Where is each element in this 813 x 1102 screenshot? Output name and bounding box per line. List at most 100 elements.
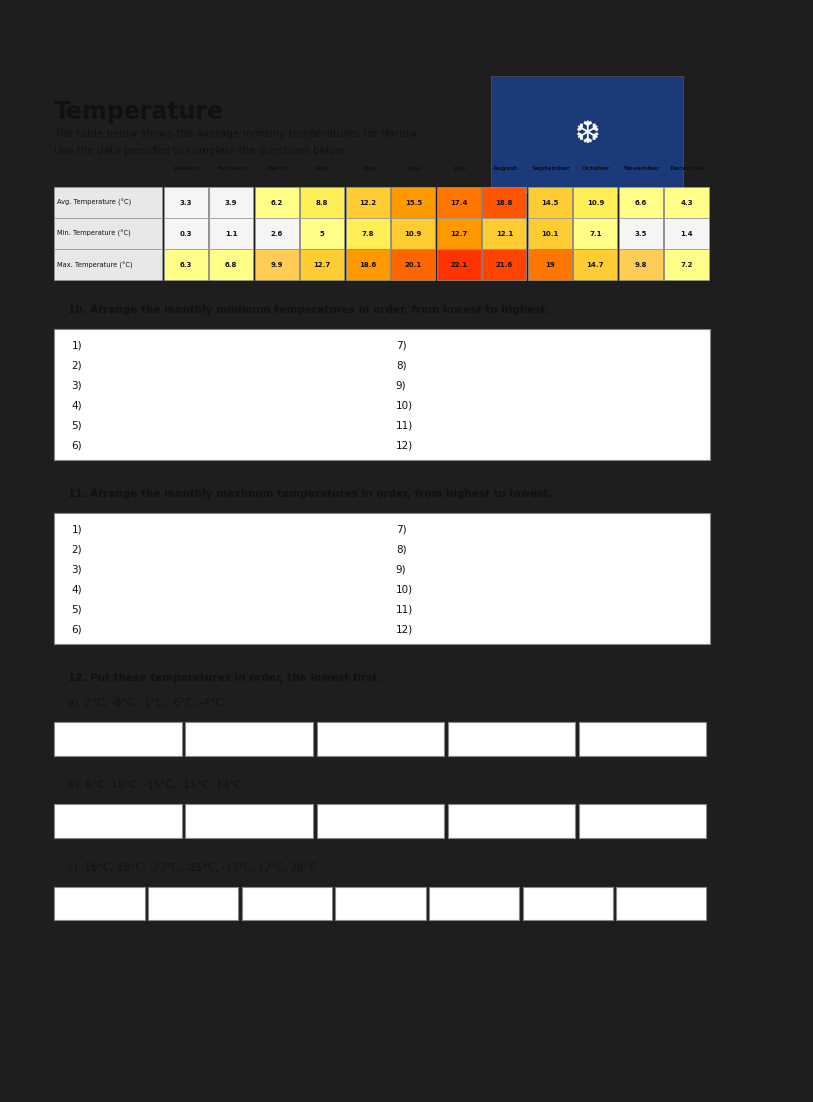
FancyBboxPatch shape bbox=[185, 722, 313, 756]
FancyBboxPatch shape bbox=[391, 249, 436, 280]
Text: 9): 9) bbox=[396, 380, 406, 390]
FancyBboxPatch shape bbox=[448, 804, 576, 838]
FancyBboxPatch shape bbox=[664, 249, 709, 280]
FancyBboxPatch shape bbox=[573, 249, 618, 280]
FancyBboxPatch shape bbox=[300, 187, 345, 218]
FancyBboxPatch shape bbox=[528, 218, 572, 249]
FancyBboxPatch shape bbox=[148, 886, 238, 920]
Text: 12.1: 12.1 bbox=[496, 231, 513, 237]
FancyBboxPatch shape bbox=[482, 249, 527, 280]
FancyBboxPatch shape bbox=[185, 804, 313, 838]
Text: b)  6°C, 10°C, -15°C, -11°C, 14°C: b) 6°C, 10°C, -15°C, -11°C, 14°C bbox=[68, 780, 241, 790]
Text: 14.7: 14.7 bbox=[587, 262, 604, 268]
Text: Avg. Temperature (°C): Avg. Temperature (°C) bbox=[57, 199, 131, 206]
Text: c)  16°C, 18°C, -23°C, -25°C, -13°C, 12°C, 20°C: c) 16°C, 18°C, -23°C, -25°C, -13°C, 12°C… bbox=[68, 862, 316, 873]
Text: June: June bbox=[406, 166, 422, 171]
Text: 7): 7) bbox=[396, 341, 406, 350]
Text: Min. Temperature (°C): Min. Temperature (°C) bbox=[57, 230, 131, 238]
Text: 9.8: 9.8 bbox=[635, 262, 647, 268]
FancyBboxPatch shape bbox=[300, 218, 345, 249]
Text: 2.6: 2.6 bbox=[271, 231, 283, 237]
FancyBboxPatch shape bbox=[54, 804, 182, 838]
FancyBboxPatch shape bbox=[491, 76, 683, 192]
Text: 5): 5) bbox=[72, 605, 82, 615]
Text: 15.5: 15.5 bbox=[405, 199, 422, 206]
FancyBboxPatch shape bbox=[391, 218, 436, 249]
Text: 3): 3) bbox=[72, 564, 82, 574]
Text: ❆: ❆ bbox=[574, 119, 600, 149]
FancyBboxPatch shape bbox=[316, 804, 444, 838]
FancyBboxPatch shape bbox=[209, 218, 254, 249]
Text: 10): 10) bbox=[396, 400, 413, 410]
Text: 8): 8) bbox=[396, 544, 406, 554]
FancyBboxPatch shape bbox=[619, 249, 663, 280]
Text: November: November bbox=[624, 166, 660, 171]
Text: Temperature: Temperature bbox=[54, 100, 224, 125]
FancyBboxPatch shape bbox=[300, 249, 345, 280]
FancyBboxPatch shape bbox=[254, 249, 299, 280]
FancyBboxPatch shape bbox=[54, 218, 162, 249]
Text: January: January bbox=[173, 166, 200, 171]
Text: 11): 11) bbox=[396, 421, 413, 431]
FancyBboxPatch shape bbox=[54, 722, 182, 756]
Text: 12): 12) bbox=[396, 441, 413, 451]
FancyBboxPatch shape bbox=[241, 886, 332, 920]
Text: December: December bbox=[669, 166, 705, 171]
FancyBboxPatch shape bbox=[579, 804, 706, 838]
Text: 3.9: 3.9 bbox=[225, 199, 237, 206]
FancyBboxPatch shape bbox=[209, 187, 254, 218]
Text: May: May bbox=[361, 166, 376, 171]
Text: 14.5: 14.5 bbox=[541, 199, 559, 206]
Text: 12.7: 12.7 bbox=[314, 262, 331, 268]
FancyBboxPatch shape bbox=[346, 249, 390, 280]
Text: 12.2: 12.2 bbox=[359, 199, 376, 206]
Text: 11. Arrange the monthly maximum temperatures in order, from highest to lowest.: 11. Arrange the monthly maximum temperat… bbox=[68, 489, 552, 499]
Text: Max. Temperature (°C): Max. Temperature (°C) bbox=[57, 261, 133, 269]
FancyBboxPatch shape bbox=[528, 187, 572, 218]
Text: 10.9: 10.9 bbox=[587, 199, 604, 206]
Text: October: October bbox=[582, 166, 610, 171]
FancyBboxPatch shape bbox=[664, 218, 709, 249]
Text: April: April bbox=[315, 166, 331, 171]
Text: 6.8: 6.8 bbox=[225, 262, 237, 268]
FancyBboxPatch shape bbox=[254, 218, 299, 249]
Text: 7.1: 7.1 bbox=[589, 231, 602, 237]
Text: 1.4: 1.4 bbox=[680, 231, 693, 237]
FancyBboxPatch shape bbox=[528, 249, 572, 280]
Text: 20.1: 20.1 bbox=[405, 262, 422, 268]
Text: 5): 5) bbox=[72, 421, 82, 431]
Text: 4): 4) bbox=[72, 400, 82, 410]
Text: 18.8: 18.8 bbox=[496, 199, 513, 206]
Text: 22.1: 22.1 bbox=[450, 262, 467, 268]
Text: 4): 4) bbox=[72, 585, 82, 595]
Text: 8): 8) bbox=[396, 360, 406, 370]
FancyBboxPatch shape bbox=[163, 218, 208, 249]
Text: 5: 5 bbox=[320, 231, 324, 237]
FancyBboxPatch shape bbox=[316, 722, 444, 756]
Text: 19: 19 bbox=[545, 262, 554, 268]
Text: 12. Put these temperatures in order, the lowest first.: 12. Put these temperatures in order, the… bbox=[68, 673, 381, 683]
FancyBboxPatch shape bbox=[163, 249, 208, 280]
FancyBboxPatch shape bbox=[664, 187, 709, 218]
FancyBboxPatch shape bbox=[573, 187, 618, 218]
Text: 1): 1) bbox=[72, 341, 82, 350]
Text: March: March bbox=[267, 166, 289, 171]
FancyBboxPatch shape bbox=[54, 249, 162, 280]
Text: 6.6: 6.6 bbox=[635, 199, 647, 206]
FancyBboxPatch shape bbox=[54, 514, 710, 644]
Text: 7): 7) bbox=[396, 525, 406, 534]
FancyBboxPatch shape bbox=[437, 187, 481, 218]
Text: 9.9: 9.9 bbox=[271, 262, 283, 268]
Text: 3.3: 3.3 bbox=[180, 199, 192, 206]
Text: 17.4: 17.4 bbox=[450, 199, 467, 206]
Text: 6): 6) bbox=[72, 441, 82, 451]
FancyBboxPatch shape bbox=[391, 187, 436, 218]
FancyBboxPatch shape bbox=[573, 218, 618, 249]
Text: 12.7: 12.7 bbox=[450, 231, 467, 237]
FancyBboxPatch shape bbox=[523, 886, 613, 920]
FancyBboxPatch shape bbox=[54, 886, 145, 920]
Text: 10. Arrange the monthly minimum temperatures in order, from lowest to highest.: 10. Arrange the monthly minimum temperat… bbox=[68, 304, 550, 315]
FancyBboxPatch shape bbox=[616, 886, 706, 920]
FancyBboxPatch shape bbox=[579, 722, 706, 756]
Text: 2): 2) bbox=[72, 360, 82, 370]
